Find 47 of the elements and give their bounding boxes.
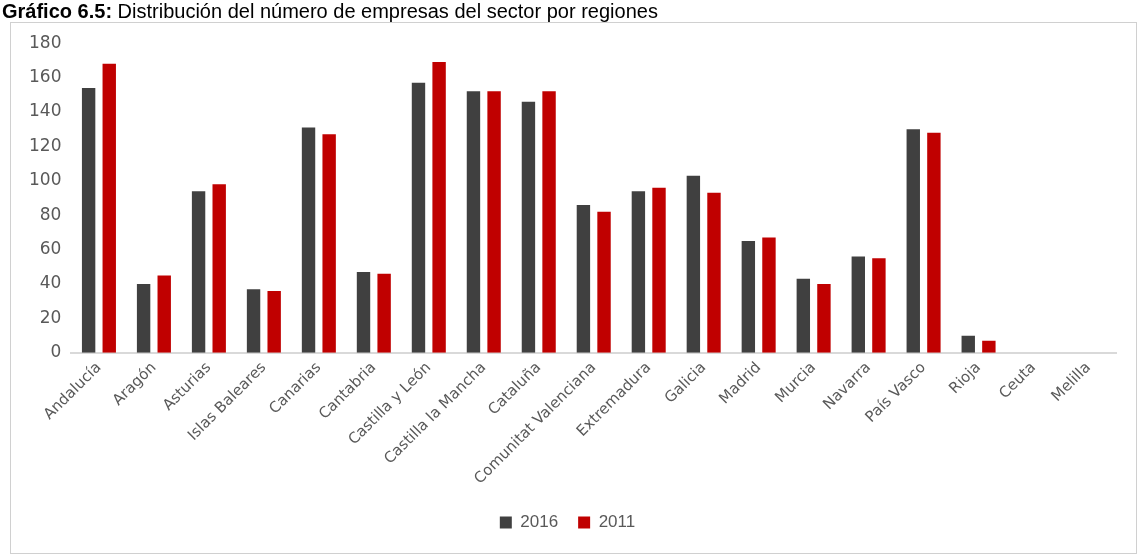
bar <box>81 87 96 353</box>
bar <box>741 241 756 353</box>
y-tick-label: 180 <box>28 31 62 52</box>
bar <box>521 101 536 353</box>
legend-label: 2016 <box>520 512 559 532</box>
legend-label: 2011 <box>598 512 636 532</box>
bar <box>411 82 426 353</box>
bar <box>652 187 666 353</box>
y-tick-label: 160 <box>28 66 62 87</box>
bar <box>927 132 941 353</box>
bar <box>212 184 226 353</box>
y-tick-label: 0 <box>50 341 62 362</box>
bar <box>432 62 446 353</box>
bar <box>817 284 831 353</box>
bar <box>191 191 206 353</box>
bar <box>267 290 281 353</box>
bar <box>872 258 886 353</box>
bar <box>157 275 171 353</box>
bar <box>487 91 501 353</box>
bar <box>796 278 811 353</box>
bar <box>576 204 591 353</box>
chart-title: Gráfico 6.5: Distribución del número de empresas del sector por regiones <box>2 0 658 22</box>
bar <box>466 91 481 353</box>
y-tick-label: 100 <box>28 169 62 190</box>
bar <box>851 256 865 353</box>
bar <box>961 335 975 353</box>
y-tick-label: 120 <box>28 134 62 155</box>
bar <box>631 191 646 353</box>
y-tick-label: 140 <box>28 100 62 121</box>
y-tick-label: 20 <box>39 306 62 327</box>
bar <box>246 289 261 353</box>
bar <box>136 284 151 353</box>
bar <box>597 211 611 353</box>
bar <box>102 63 116 353</box>
bar <box>377 273 391 353</box>
bar <box>301 127 316 353</box>
y-tick-label: 40 <box>39 272 62 293</box>
bar <box>686 175 701 353</box>
y-tick-label: 60 <box>39 238 62 259</box>
bar <box>707 192 721 353</box>
bar <box>322 134 336 353</box>
y-tick-label: 80 <box>39 203 62 224</box>
bar <box>356 271 371 353</box>
bar <box>542 91 556 353</box>
bar <box>982 340 996 353</box>
bar <box>906 129 920 353</box>
bar <box>762 237 776 353</box>
